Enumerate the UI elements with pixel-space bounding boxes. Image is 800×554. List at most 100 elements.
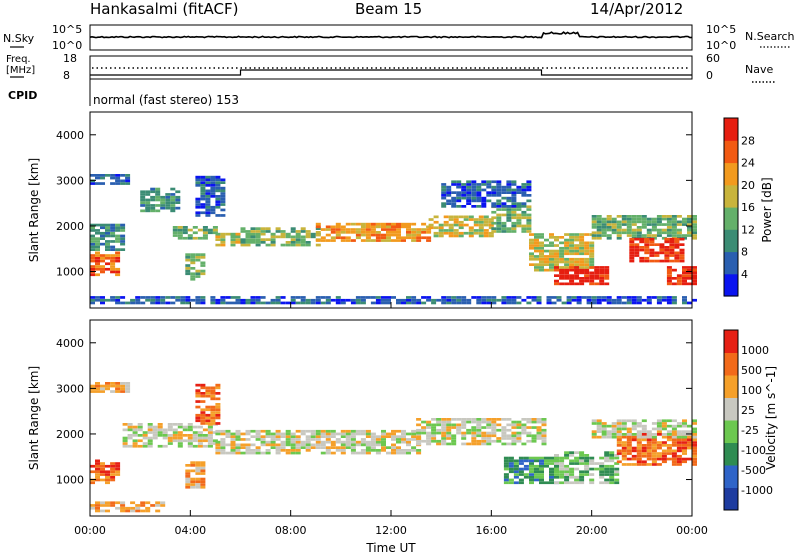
x-tick-label: 04:00 <box>174 524 206 537</box>
power-cell <box>187 234 193 237</box>
velocity-cell <box>200 408 206 412</box>
power-cell <box>182 231 188 235</box>
power-cell <box>666 277 672 280</box>
velocity-cell <box>160 504 166 507</box>
velocity-cell <box>140 504 146 507</box>
power-cell <box>564 238 570 242</box>
power-cell <box>666 223 672 226</box>
power-cell <box>320 296 326 299</box>
power-cell <box>456 205 462 208</box>
power-cell <box>661 228 667 232</box>
power-cell <box>396 225 401 229</box>
power-cell <box>170 195 176 199</box>
power-cell <box>386 296 391 299</box>
velocity-cell <box>125 387 131 391</box>
power-cell <box>310 235 316 239</box>
power-cell <box>599 266 605 269</box>
velocity-cell <box>508 470 514 474</box>
velocity-cell <box>95 473 100 476</box>
velocity-cell <box>692 446 697 450</box>
velocity-cell <box>137 423 143 426</box>
power-cell <box>481 202 487 205</box>
power-cell <box>626 234 632 237</box>
velocity-cell <box>205 419 211 423</box>
velocity-cell <box>666 430 672 433</box>
power-cell <box>526 180 532 184</box>
velocity-cell <box>621 422 627 425</box>
power-cell <box>200 256 206 259</box>
velocity-cell <box>646 454 652 458</box>
velocity-cell <box>135 504 141 507</box>
velocity-cell <box>536 426 542 429</box>
power-cell <box>391 228 396 231</box>
power-cell <box>421 222 427 226</box>
power-cell <box>636 296 642 299</box>
power-cell <box>190 298 196 302</box>
power-cell <box>616 298 622 302</box>
velocity-heatmap <box>90 382 697 513</box>
velocity-cell <box>426 426 432 429</box>
power-cell <box>584 274 590 277</box>
velocity-cell <box>641 460 647 464</box>
velocity-cell <box>325 435 331 438</box>
power-cell <box>546 296 552 299</box>
power-cell <box>391 239 396 242</box>
power-cell <box>463 231 469 235</box>
velocity-cell <box>350 443 356 447</box>
velocity-cell <box>692 463 697 466</box>
power-ytick-label: 3000 <box>56 174 84 187</box>
power-cell <box>674 254 680 257</box>
power-cell <box>511 230 517 233</box>
power-cell <box>461 183 467 186</box>
power-cell <box>476 183 482 186</box>
velocity-cell <box>446 434 452 438</box>
power-cell <box>564 271 570 275</box>
power-cell <box>100 296 105 299</box>
velocity-cell <box>516 420 522 424</box>
velocity-cell <box>320 443 326 447</box>
velocity-cell <box>614 462 620 465</box>
power-cell <box>360 296 366 299</box>
freq-label-line1: Freq. <box>6 54 31 65</box>
power-cell <box>100 174 105 177</box>
power-cell <box>463 223 469 227</box>
freq-label-line2: [MHz] <box>6 65 35 76</box>
velocity-cell <box>320 446 326 449</box>
velocity-cell <box>100 509 105 513</box>
power-cell <box>594 282 600 286</box>
velocity-cell <box>147 423 153 426</box>
power-cell <box>661 217 667 221</box>
power-cell <box>526 199 532 203</box>
power-cell <box>212 226 218 229</box>
power-cell <box>526 221 532 225</box>
power-cell <box>245 241 251 244</box>
power-cell <box>200 301 206 305</box>
power-cell <box>671 231 677 235</box>
power-cell <box>626 223 632 226</box>
power-cell <box>100 265 105 268</box>
velocity-cell <box>599 481 605 485</box>
velocity-cell <box>205 422 211 425</box>
power-cell <box>659 251 665 255</box>
velocity-cell <box>182 428 188 432</box>
power-cell <box>185 301 191 305</box>
velocity-cell <box>441 437 447 440</box>
power-cell <box>220 214 226 217</box>
power-cell <box>150 301 156 305</box>
power-cell <box>682 271 687 275</box>
power-cell <box>611 226 617 229</box>
velocity-cell <box>676 433 682 436</box>
power-cell <box>411 301 417 305</box>
velocity-cell <box>370 446 376 449</box>
power-cell <box>584 277 590 280</box>
power-cell <box>606 220 612 224</box>
power-cell <box>511 224 517 228</box>
velocity-cell <box>305 449 311 452</box>
power-cell <box>370 222 376 226</box>
power-cell <box>476 199 482 203</box>
power-cell <box>265 230 271 233</box>
velocity-cell <box>426 434 432 438</box>
power-cell <box>546 298 552 302</box>
power-cell <box>115 267 121 271</box>
velocity-cell <box>122 442 128 445</box>
